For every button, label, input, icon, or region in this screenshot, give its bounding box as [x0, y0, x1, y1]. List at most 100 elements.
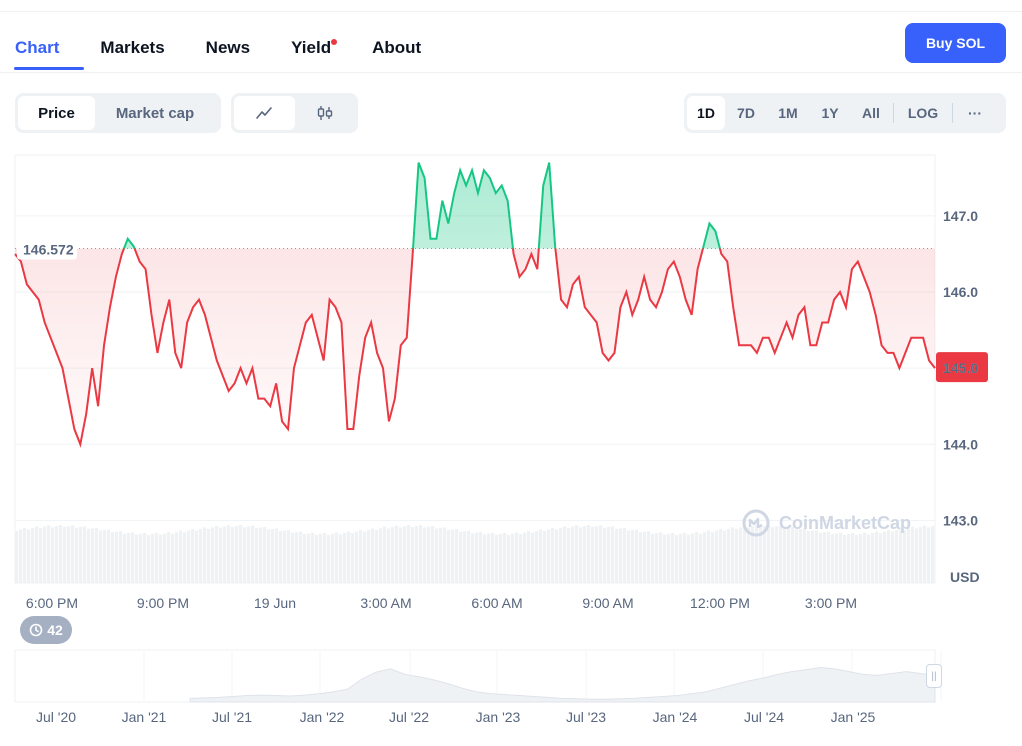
candlestick-button[interactable] [295, 96, 356, 130]
volume-bar [95, 527, 99, 583]
volume-bar [431, 525, 435, 583]
volume-bar [483, 534, 487, 583]
volume-bar [251, 525, 255, 583]
volume-bar [155, 532, 159, 583]
volume-bar [679, 533, 683, 583]
volume-bar [539, 529, 543, 583]
volume-bar [15, 531, 19, 583]
volume-bar [595, 526, 599, 583]
volume-bar [179, 530, 183, 583]
tab-chart[interactable]: Chart [13, 38, 85, 70]
volume-bar [587, 525, 591, 583]
volume-bar [347, 531, 351, 583]
tab-yield[interactable]: Yield [291, 38, 338, 70]
volume-bar [171, 533, 175, 583]
reference-line: 146.572 145.0 [15, 235, 988, 383]
volume-bar [39, 527, 43, 583]
volume-bar [919, 526, 923, 583]
volume-bar [435, 528, 439, 583]
time-range-selector: 1D 7D 1M 1Y All LOG ··· [684, 93, 1006, 133]
area-below-reference [15, 248, 935, 445]
buy-sol-button[interactable]: Buy SOL [905, 23, 1006, 63]
volume-bar [699, 533, 703, 583]
x-tick-label: 19 Jun [254, 595, 296, 611]
tab-markets-label: Markets [100, 38, 165, 57]
volume-bar [555, 529, 559, 583]
volume-bar [263, 526, 267, 583]
volume-bar [611, 526, 615, 583]
volume-bar [115, 531, 119, 583]
volume-bar [543, 530, 547, 583]
line-chart-button[interactable] [234, 96, 295, 130]
volume-bar [583, 526, 587, 583]
volume-bar [847, 533, 851, 583]
volume-bar [787, 527, 791, 583]
watermark-text: CoinMarketCap [779, 512, 912, 533]
volume-bar [715, 530, 719, 583]
price-chart-svg[interactable]: 146.572 145.0 143.0 144.0 145.0 146.0 147.0 US… [0, 150, 1022, 740]
tab-news[interactable]: News [206, 38, 250, 70]
volume-bar [743, 525, 747, 583]
navigator-x-label: Jan '21 [122, 709, 167, 725]
volume-bar [739, 527, 743, 583]
volume-bar [107, 529, 111, 583]
range-all[interactable]: All [862, 105, 880, 121]
volume-bar [427, 526, 431, 583]
volume-bar [927, 527, 931, 583]
volume-bar [167, 532, 171, 583]
volume-bar [35, 526, 39, 583]
range-1d[interactable]: 1D [687, 96, 725, 130]
volume-bar [211, 527, 215, 583]
volume-bar [567, 527, 571, 583]
volume-bar [659, 532, 663, 583]
price-marketcap-toggle: Price Market cap [15, 93, 221, 133]
volume-bar [523, 532, 527, 583]
tab-about[interactable]: About [372, 38, 421, 70]
volume-bar [283, 530, 287, 583]
volume-bar [239, 525, 243, 583]
current-price-tag [936, 352, 988, 383]
log-scale-toggle[interactable]: LOG [907, 105, 939, 121]
volume-bar [599, 525, 603, 583]
volume-bar [491, 532, 495, 583]
y-tick-label: 143.0 [943, 512, 978, 528]
volume-bar [891, 531, 895, 583]
range-7d[interactable]: 7D [737, 105, 755, 121]
volume-bar [55, 526, 59, 583]
history-badge[interactable]: 42 [20, 616, 72, 644]
volume-bar [287, 530, 291, 583]
volume-bar [815, 530, 819, 583]
navigator-area [189, 666, 936, 703]
volume-bar [339, 534, 343, 583]
range-navigator[interactable]: Jul '20 Jan '21 Jul '21 Jan '22 Jul '22 Jan '… [14, 649, 942, 725]
volume-bar [607, 526, 611, 583]
volume-bar [871, 532, 875, 583]
x-tick-label: 6:00 PM [26, 595, 78, 611]
range-1y[interactable]: 1Y [821, 105, 839, 121]
volume-bar [571, 526, 575, 583]
range-1m[interactable]: 1M [778, 105, 798, 121]
volume-bar [863, 532, 867, 583]
volume-bar [843, 534, 847, 583]
navigator-handle[interactable]: || [926, 664, 942, 688]
volume-bar [391, 526, 395, 583]
volume-bar [907, 528, 911, 583]
tab-markets[interactable]: Markets [100, 38, 164, 70]
navigator-x-label: Jul '24 [744, 709, 784, 725]
volume-bar [755, 525, 759, 583]
volume-bar [731, 527, 735, 583]
navigator-x-label: Jul '21 [212, 709, 252, 725]
volume-bar [783, 528, 787, 583]
market-cap-option[interactable]: Market cap [115, 104, 195, 122]
volume-bar [615, 528, 619, 583]
more-options-button[interactable]: ··· [968, 105, 982, 121]
volume-bar [767, 525, 771, 583]
volume-bar [331, 533, 335, 583]
volume-bar [51, 527, 55, 583]
volume-bar [235, 526, 239, 583]
coinmarketcap-watermark: CoinMarketCap [741, 508, 911, 538]
volume-bar [187, 530, 191, 583]
volume-bar [795, 529, 799, 583]
price-option[interactable]: Price [18, 96, 95, 130]
volume-bar [271, 528, 275, 583]
